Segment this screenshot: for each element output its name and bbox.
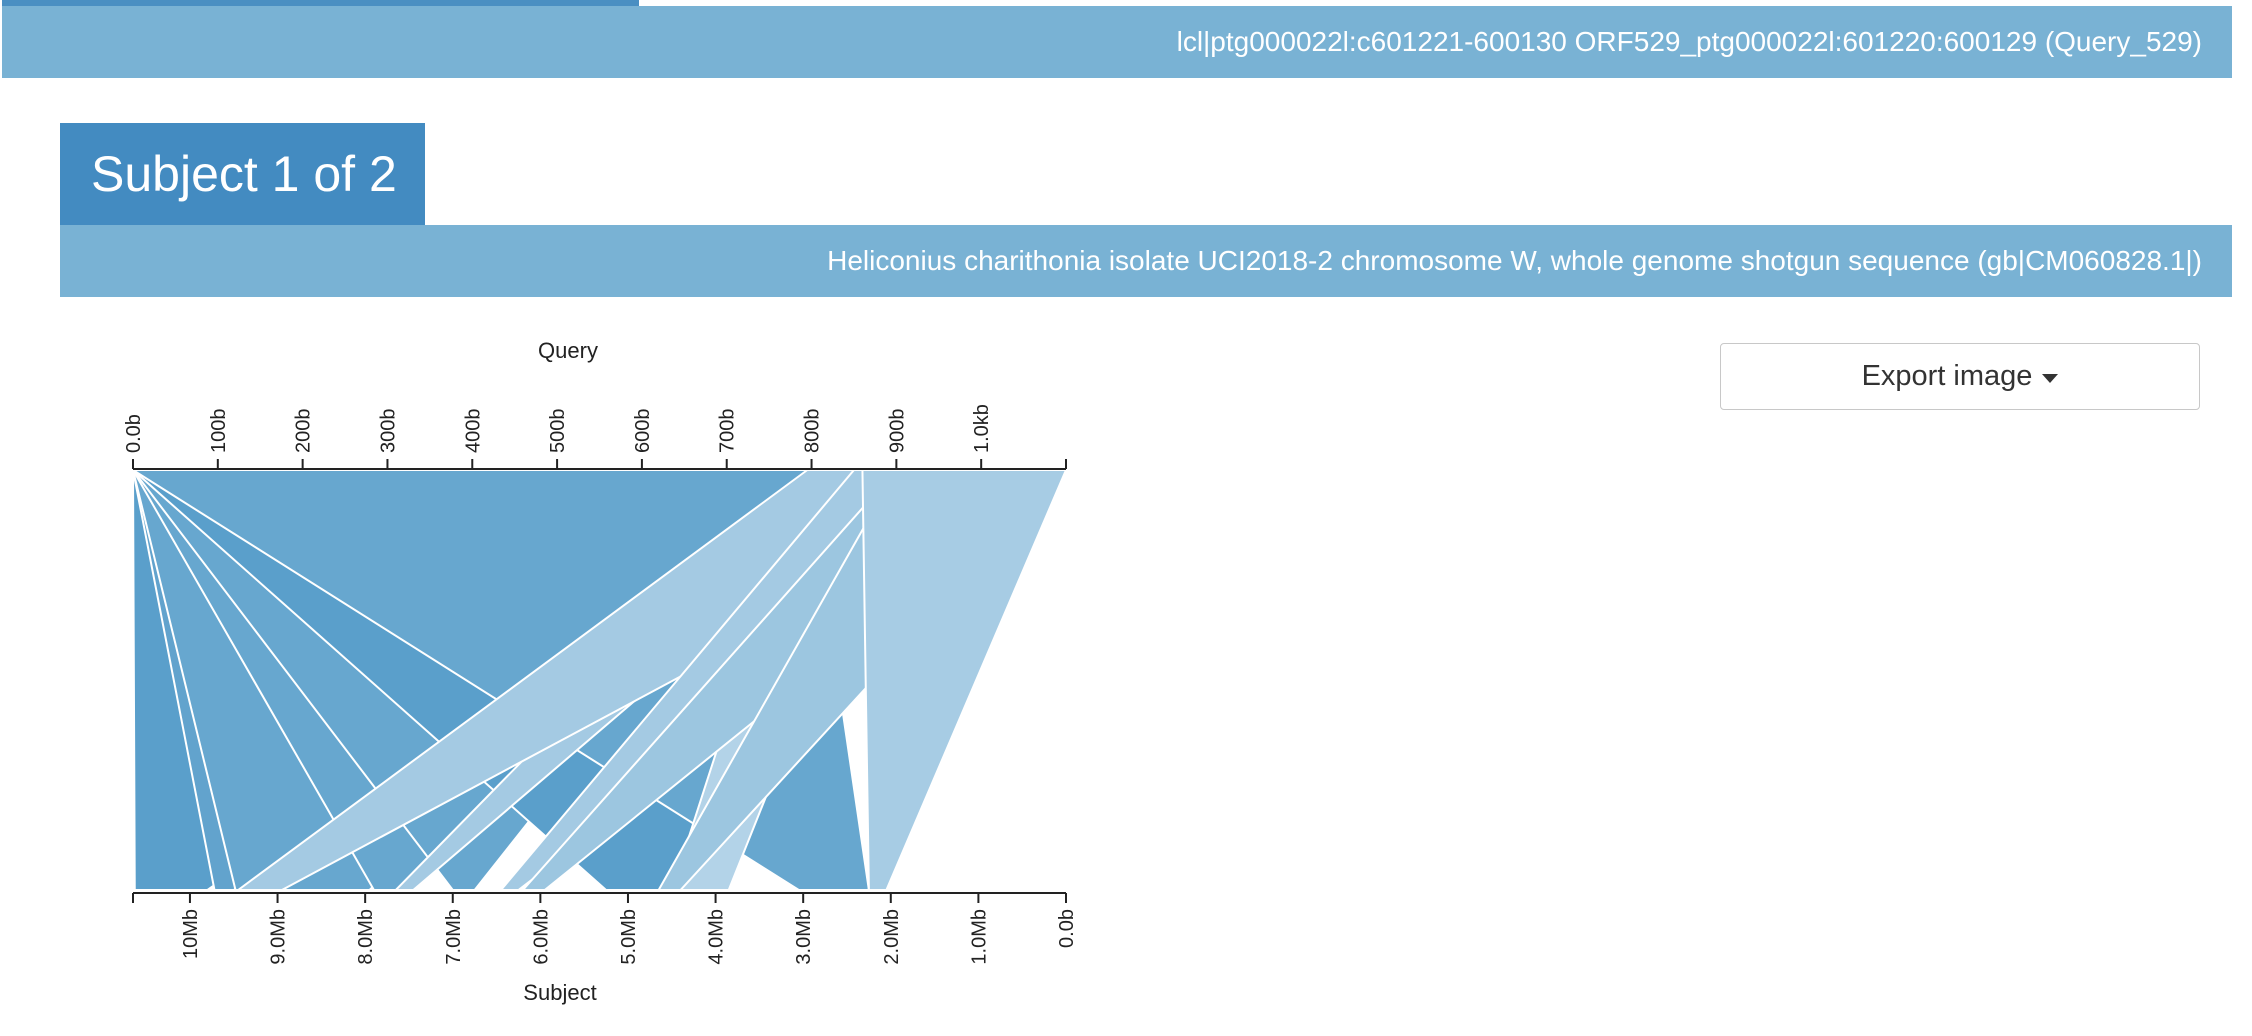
query-tick-label: 700b [717, 409, 739, 454]
alignment-ribbons [132, 469, 1067, 891]
export-image-button[interactable]: Export image [1720, 343, 2200, 410]
subject-axis: 10Mb 9.0Mb 8.0Mb 7.0Mb 6.0Mb 5.0Mb 4.0Mb 3.0Mb 2… [132, 892, 1078, 965]
subject-tick-label: 6.0Mb [530, 909, 552, 965]
subject-tick-label: 7.0Mb [443, 909, 465, 965]
alignment-ribbon-14 [861, 469, 1067, 891]
subject-heading-label: Subject 1 of 2 [91, 146, 397, 202]
query-tick-label: 600b [632, 409, 654, 454]
subject-tick-label: 3.0Mb [793, 909, 815, 965]
subject-title: Heliconius charithonia isolate UCI2018-2… [827, 245, 2202, 276]
query-tick-label: 0.0b [123, 414, 145, 453]
subject-tick-label: 8.0Mb [355, 909, 377, 965]
alignment-graphic: 0.0b 100b 200b 300b 400b 500b 600b 700b 800b 900b… [123, 338, 1078, 1005]
query-tick-label: 400b [462, 409, 484, 454]
caret-down-icon [2042, 374, 2059, 383]
export-image-label: Export image [1861, 360, 2033, 392]
query-tick-label: 100b [208, 409, 230, 454]
query-tick-label: 200b [293, 409, 315, 454]
subject-tick-label: 1.0Mb [968, 909, 990, 965]
subject-heading: Subject 1 of 2 [60, 123, 425, 225]
subject-tick-label: 9.0Mb [268, 909, 290, 965]
query-tick-label: 900b [886, 409, 908, 454]
query-title: lcl|ptg000022l:c601221-600130 ORF529_ptg… [1176, 26, 2202, 57]
top-tab-strip [2, 0, 639, 6]
subject-axis-label: Subject [523, 980, 596, 1005]
query-tick-label: 800b [802, 409, 824, 454]
subject-title-bar: Heliconius charithonia isolate UCI2018-2… [60, 225, 2232, 297]
query-axis: 0.0b 100b 200b 300b 400b 500b 600b 700b 800b 900b… [123, 404, 1067, 470]
subject-tick-label: 5.0Mb [618, 909, 640, 965]
query-axis-label: Query [538, 338, 598, 363]
subject-tick-label: 0.0b [1056, 909, 1078, 948]
subject-tick-label: 10Mb [180, 909, 202, 959]
query-tick-label: 500b [547, 409, 569, 454]
query-title-bar: lcl|ptg000022l:c601221-600130 ORF529_ptg… [2, 6, 2232, 78]
subject-tick-label: 4.0Mb [706, 909, 728, 965]
query-tick-label: 300b [377, 409, 399, 454]
subject-tick-label: 2.0Mb [881, 909, 903, 965]
query-tick-label: 1.0kb [971, 404, 993, 453]
